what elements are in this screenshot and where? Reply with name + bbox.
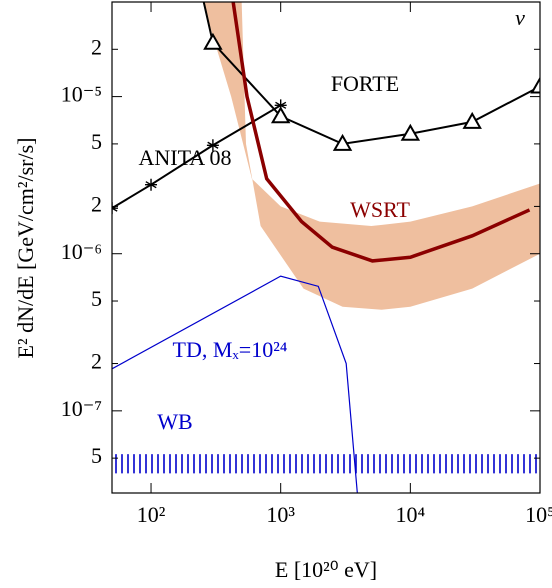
series-label: WSRT (350, 197, 410, 222)
y-tick-label: 10⁻⁷ (61, 396, 102, 421)
marker (332, 133, 353, 151)
y-tick-label: 2 (91, 349, 102, 374)
marker (400, 123, 421, 141)
marker (206, 139, 219, 152)
y-tick-label: 5 (91, 443, 102, 468)
series-label: WB (157, 409, 192, 434)
series-label: ANITA 08 (139, 145, 232, 170)
series-label: TD, Mₓ=10²⁴ (173, 337, 288, 362)
y-axis-label: E² dN/dE [GeV/cm²/sr/s] (13, 138, 38, 359)
y-tick-label: 10⁻⁵ (61, 82, 102, 107)
series-label: FORTE (331, 71, 399, 96)
marker (462, 111, 482, 129)
plot-area (112, 2, 540, 493)
x-tick-label: 10⁵ (525, 502, 552, 527)
frame (111, 1, 541, 494)
y-tick-label: 5 (91, 286, 102, 311)
marker (145, 178, 158, 191)
marker (270, 106, 291, 124)
limit-band (112, 454, 540, 474)
annotation: ν (515, 5, 525, 30)
series-line (112, 104, 282, 210)
series-line (231, 2, 531, 263)
marker (274, 99, 287, 112)
marker (530, 76, 540, 94)
series-line (112, 275, 358, 493)
marker (203, 32, 223, 50)
x-tick-label: 10⁴ (396, 502, 426, 527)
y-tick-label: 5 (91, 129, 102, 154)
y-tick-label: 2 (91, 191, 102, 216)
uncertainty-band (202, 2, 540, 310)
x-tick-label: 10² (137, 502, 166, 527)
y-tick-label: 10⁻⁶ (61, 239, 102, 264)
x-tick-label: 10³ (266, 502, 295, 527)
y-tick-label: 2 (91, 34, 102, 59)
x-axis-label: E [10²⁰ eV] (275, 557, 377, 582)
